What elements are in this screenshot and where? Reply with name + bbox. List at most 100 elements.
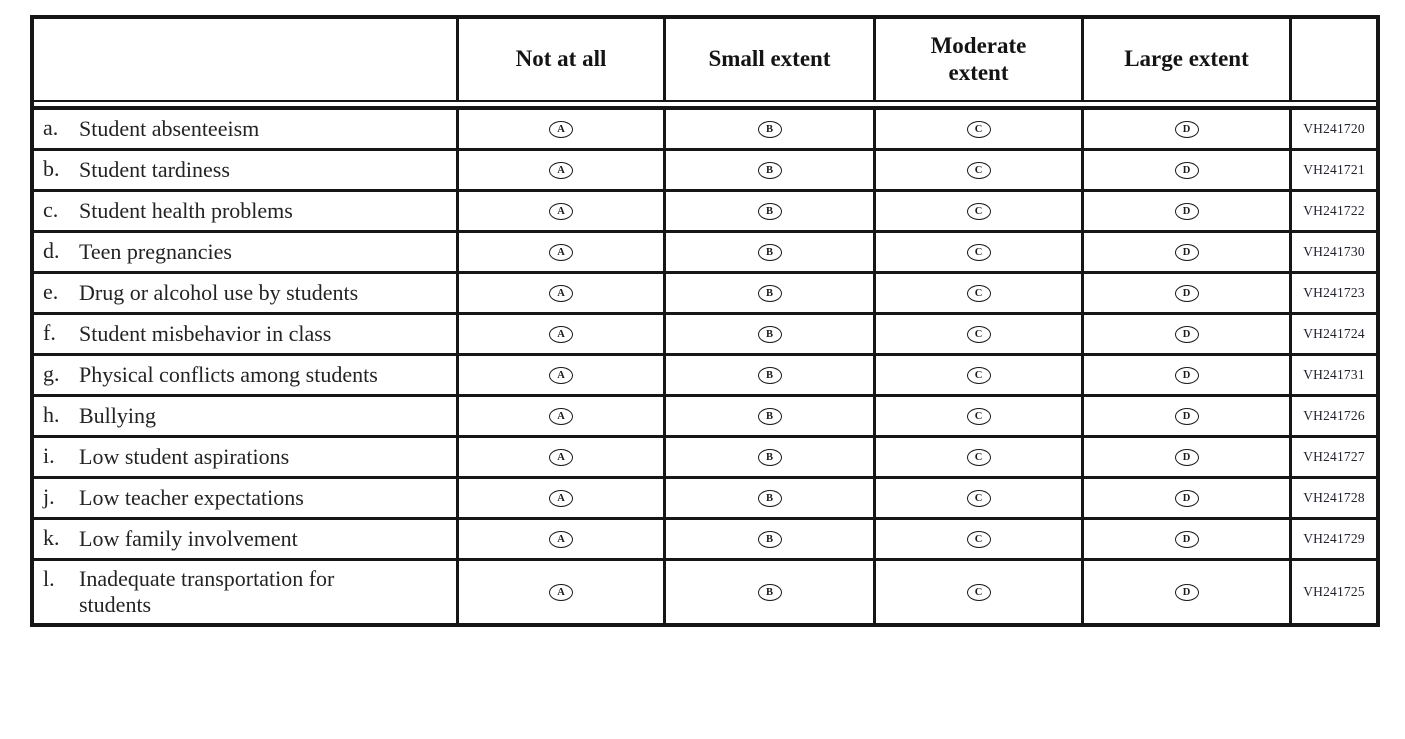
choice-bubble-c[interactable]: C [966, 120, 991, 138]
choice-cell-moderate-extent[interactable]: C [876, 397, 1084, 435]
choice-cell-small-extent[interactable]: B [666, 397, 876, 435]
choice-bubble-a[interactable]: A [549, 489, 573, 507]
choice-cell-moderate-extent[interactable]: C [876, 356, 1084, 394]
choice-bubble-d[interactable]: D [1174, 407, 1199, 425]
choice-cell-moderate-extent[interactable]: C [876, 561, 1084, 623]
choice-cell-not-at-all[interactable]: A [459, 561, 666, 623]
choice-cell-moderate-extent[interactable]: C [876, 110, 1084, 148]
choice-bubble-d[interactable]: D [1174, 202, 1199, 220]
choice-bubble-b[interactable]: B [757, 325, 782, 343]
choice-bubble-b[interactable]: B [757, 284, 782, 302]
choice-cell-not-at-all[interactable]: A [459, 438, 666, 476]
choice-cell-large-extent[interactable]: D [1084, 438, 1292, 476]
choice-bubble-d[interactable]: D [1174, 448, 1199, 466]
choice-bubble-c[interactable]: C [966, 325, 991, 343]
row-label: Bullying [79, 403, 157, 428]
choice-bubble-c[interactable]: C [966, 530, 991, 548]
choice-cell-large-extent[interactable]: D [1084, 315, 1292, 353]
choice-cell-moderate-extent[interactable]: C [876, 233, 1084, 271]
choice-cell-moderate-extent[interactable]: C [876, 274, 1084, 312]
choice-bubble-d[interactable]: D [1174, 243, 1199, 261]
choice-bubble-a[interactable]: A [549, 120, 573, 138]
choice-cell-small-extent[interactable]: B [666, 356, 876, 394]
choice-cell-moderate-extent[interactable]: C [876, 438, 1084, 476]
choice-cell-moderate-extent[interactable]: C [876, 151, 1084, 189]
choice-cell-small-extent[interactable]: B [666, 438, 876, 476]
choice-bubble-d[interactable]: D [1174, 284, 1199, 302]
choice-cell-not-at-all[interactable]: A [459, 356, 666, 394]
choice-bubble-a[interactable]: A [549, 583, 573, 601]
choice-cell-small-extent[interactable]: B [666, 192, 876, 230]
choice-bubble-d[interactable]: D [1174, 366, 1199, 384]
row-code: VH241731 [1303, 367, 1365, 382]
choice-cell-large-extent[interactable]: D [1084, 397, 1292, 435]
choice-bubble-b[interactable]: B [757, 366, 782, 384]
choice-cell-large-extent[interactable]: D [1084, 192, 1292, 230]
choice-bubble-d[interactable]: D [1174, 583, 1199, 601]
choice-bubble-d[interactable]: D [1174, 161, 1199, 179]
choice-cell-not-at-all[interactable]: A [459, 315, 666, 353]
choice-cell-not-at-all[interactable]: A [459, 151, 666, 189]
choice-cell-small-extent[interactable]: B [666, 479, 876, 517]
choice-bubble-b[interactable]: B [757, 407, 782, 425]
choice-cell-moderate-extent[interactable]: C [876, 192, 1084, 230]
choice-bubble-a[interactable]: A [549, 325, 573, 343]
choice-cell-not-at-all[interactable]: A [459, 233, 666, 271]
choice-bubble-a[interactable]: A [549, 202, 573, 220]
choice-cell-not-at-all[interactable]: A [459, 192, 666, 230]
choice-bubble-d[interactable]: D [1174, 120, 1199, 138]
choice-bubble-d[interactable]: D [1174, 489, 1199, 507]
choice-bubble-c[interactable]: C [966, 202, 991, 220]
choice-cell-large-extent[interactable]: D [1084, 479, 1292, 517]
choice-cell-small-extent[interactable]: B [666, 315, 876, 353]
choice-cell-not-at-all[interactable]: A [459, 520, 666, 558]
choice-cell-small-extent[interactable]: B [666, 233, 876, 271]
choice-bubble-a[interactable]: A [549, 161, 573, 179]
choice-cell-not-at-all[interactable]: A [459, 274, 666, 312]
choice-bubble-a[interactable]: A [549, 284, 573, 302]
row-label-cell: l. Inadequate transportation for student… [34, 561, 459, 623]
choice-bubble-d[interactable]: D [1174, 325, 1199, 343]
choice-bubble-a[interactable]: A [549, 530, 573, 548]
choice-cell-not-at-all[interactable]: A [459, 397, 666, 435]
choice-bubble-c[interactable]: C [966, 448, 991, 466]
choice-cell-large-extent[interactable]: D [1084, 274, 1292, 312]
choice-cell-large-extent[interactable]: D [1084, 151, 1292, 189]
choice-bubble-b[interactable]: B [757, 120, 782, 138]
choice-cell-small-extent[interactable]: B [666, 561, 876, 623]
choice-cell-large-extent[interactable]: D [1084, 356, 1292, 394]
choice-cell-large-extent[interactable]: D [1084, 233, 1292, 271]
choice-cell-not-at-all[interactable]: A [459, 110, 666, 148]
choice-cell-large-extent[interactable]: D [1084, 561, 1292, 623]
choice-bubble-b[interactable]: B [757, 161, 782, 179]
choice-bubble-a[interactable]: A [549, 407, 573, 425]
choice-bubble-b[interactable]: B [757, 202, 782, 220]
choice-bubble-a[interactable]: A [549, 243, 573, 261]
choice-cell-small-extent[interactable]: B [666, 520, 876, 558]
choice-bubble-c[interactable]: C [966, 583, 991, 601]
choice-cell-small-extent[interactable]: B [666, 151, 876, 189]
choice-bubble-c[interactable]: C [966, 161, 991, 179]
choice-bubble-c[interactable]: C [966, 366, 991, 384]
choice-bubble-b[interactable]: B [757, 448, 782, 466]
choice-bubble-a[interactable]: A [549, 366, 573, 384]
choice-bubble-c[interactable]: C [966, 489, 991, 507]
choice-bubble-b[interactable]: B [757, 583, 782, 601]
choice-cell-not-at-all[interactable]: A [459, 479, 666, 517]
choice-bubble-b[interactable]: B [757, 530, 782, 548]
choice-bubble-c[interactable]: C [966, 407, 991, 425]
choice-bubble-d[interactable]: D [1174, 530, 1199, 548]
choice-cell-small-extent[interactable]: B [666, 274, 876, 312]
choice-bubble-a[interactable]: A [549, 448, 573, 466]
table-row: d. Teen pregnancies A B C D VH241730 [34, 233, 1376, 274]
choice-cell-small-extent[interactable]: B [666, 110, 876, 148]
choice-bubble-c[interactable]: C [966, 243, 991, 261]
choice-bubble-b[interactable]: B [757, 243, 782, 261]
choice-cell-moderate-extent[interactable]: C [876, 315, 1084, 353]
choice-cell-moderate-extent[interactable]: C [876, 520, 1084, 558]
choice-bubble-b[interactable]: B [757, 489, 782, 507]
choice-cell-large-extent[interactable]: D [1084, 110, 1292, 148]
choice-cell-large-extent[interactable]: D [1084, 520, 1292, 558]
choice-bubble-c[interactable]: C [966, 284, 991, 302]
choice-cell-moderate-extent[interactable]: C [876, 479, 1084, 517]
